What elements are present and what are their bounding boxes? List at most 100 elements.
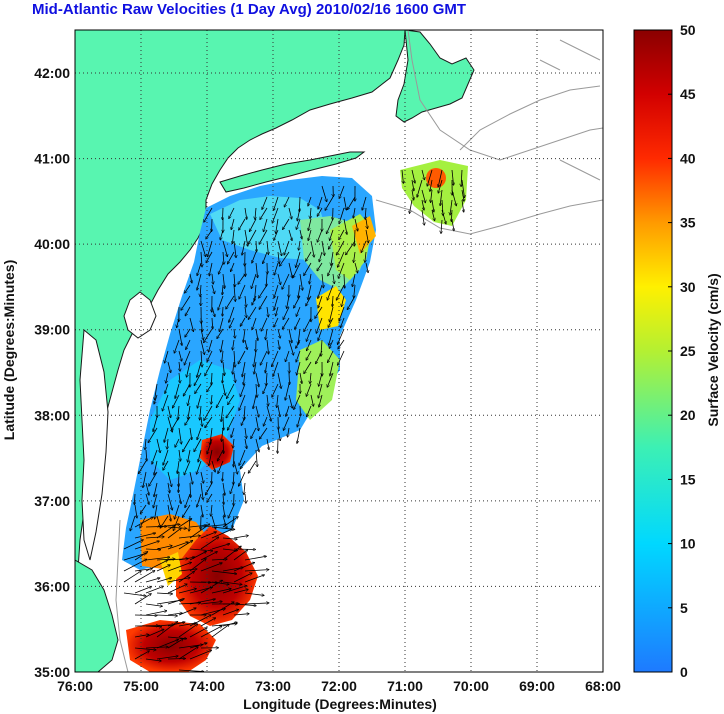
- velocity-arrow: [332, 295, 333, 306]
- velocity-arrow: [289, 372, 290, 384]
- velocity-arrow: [189, 471, 193, 484]
- velocity-arrow: [318, 196, 323, 209]
- velocity-arrow: [260, 350, 268, 365]
- velocity-arrow: [200, 240, 206, 257]
- outer-banks: [75, 559, 119, 672]
- velocity-arrow: [211, 589, 231, 594]
- velocity-arrow: [409, 199, 413, 213]
- velocity-arrow: [145, 647, 168, 648]
- velocity-arrow: [322, 273, 323, 288]
- velocity-arrow: [238, 350, 246, 364]
- x-tick-label: 74:00: [189, 678, 225, 694]
- velocity-arrow: [451, 169, 454, 185]
- velocity-arrow: [461, 199, 464, 212]
- velocity-arrow: [306, 350, 312, 360]
- velocity-arrow: [325, 196, 334, 210]
- velocity-arrow: [167, 405, 171, 418]
- velocity-arrow: [200, 626, 222, 638]
- velocity-arrow: [233, 614, 249, 615]
- velocity-arrow: [276, 306, 279, 316]
- velocity-arrow: [167, 542, 188, 550]
- velocity-arrow: [223, 361, 224, 375]
- velocity-arrow: [283, 306, 290, 319]
- velocity-arrow: [304, 361, 312, 374]
- velocity-arrow: [229, 317, 235, 328]
- velocity-arrow: [222, 273, 225, 288]
- velocity-arrow: [307, 339, 312, 351]
- velocity-arrow: [134, 552, 148, 561]
- velocity-arrow: [329, 328, 334, 345]
- velocity-arrow: [421, 209, 424, 225]
- velocity-arrow: [145, 560, 167, 572]
- velocity-arrow: [233, 471, 234, 484]
- velocity-arrow: [165, 350, 169, 363]
- velocity-arrow: [262, 196, 268, 209]
- velocity-arrow: [167, 578, 190, 583]
- velocity-arrow: [451, 209, 452, 221]
- velocity-arrow: [167, 438, 168, 449]
- velocity-arrow: [249, 218, 257, 231]
- colorbar-tick-label: 40: [680, 150, 696, 166]
- velocity-arrow: [338, 262, 345, 278]
- cape-cod: [395, 30, 475, 123]
- velocity-arrow: [266, 438, 269, 450]
- y-tick-label: 41:00: [34, 151, 70, 167]
- velocity-arrow: [184, 460, 191, 475]
- velocity-arrow: [178, 647, 198, 660]
- velocity-arrow: [178, 482, 179, 492]
- velocity-arrow: [156, 656, 178, 660]
- velocity-arrow: [338, 251, 345, 267]
- velocity-arrow: [222, 240, 227, 257]
- velocity-arrow: [252, 251, 257, 263]
- velocity-arrow: [222, 372, 223, 383]
- colorbar-label: Surface Velocity (cm/s): [705, 273, 721, 426]
- colorbar-tick-label: 10: [680, 536, 696, 552]
- velocity-arrow: [189, 551, 206, 561]
- velocity-arrow: [253, 394, 257, 409]
- velocity-arrow: [438, 169, 443, 187]
- velocity-arrow: [260, 207, 268, 219]
- velocity-arrow: [317, 262, 323, 271]
- x-tick-label: 73:00: [255, 678, 291, 694]
- velocity-arrow: [211, 625, 229, 638]
- velocity-arrow: [411, 189, 414, 200]
- colorbar-tick-label: 35: [680, 215, 696, 231]
- velocity-arrow: [241, 416, 246, 425]
- velocity-arrow: [200, 471, 204, 483]
- velocity-arrow: [163, 460, 169, 470]
- velocity-arrow: [167, 527, 186, 528]
- velocity-arrow: [185, 416, 191, 425]
- map-title: Mid-Atlantic Raw Velocities (1 Day Avg) …: [32, 1, 467, 18]
- velocity-arrow: [273, 361, 279, 376]
- velocity-arrow: [263, 218, 268, 232]
- velocity-arrow: [222, 538, 237, 539]
- velocity-arrow: [319, 394, 323, 407]
- velocity-arrow: [222, 581, 242, 584]
- velocity-arrow: [197, 273, 202, 290]
- velocity-arrow: [254, 350, 257, 367]
- velocity-arrow: [354, 218, 358, 231]
- velocity-arrow: [431, 209, 435, 221]
- velocity-arrow: [276, 218, 279, 233]
- velocity-arrow: [178, 624, 198, 638]
- velocity-arrow: [441, 209, 446, 224]
- velocity-arrow: [321, 240, 325, 255]
- velocity-arrow: [277, 372, 281, 388]
- velocity-arrow: [233, 240, 236, 258]
- velocity-arrow: [411, 169, 415, 183]
- velocity-arrow: [296, 306, 301, 316]
- velocity-arrow: [299, 240, 300, 250]
- velocity-arrow: [277, 394, 278, 407]
- velocity-arrow: [187, 361, 191, 377]
- velocity-arrow: [167, 528, 181, 539]
- velocity-arrow: [197, 361, 202, 377]
- velocity-arrow: [156, 438, 160, 453]
- velocity-arrow: [329, 339, 334, 348]
- velocity-arrow: [244, 207, 247, 219]
- velocity-arrow: [145, 626, 162, 627]
- velocity-arrow: [178, 571, 194, 583]
- velocity-arrows: [123, 169, 464, 672]
- velocity-arrow: [212, 273, 213, 284]
- velocity-arrow: [244, 339, 247, 349]
